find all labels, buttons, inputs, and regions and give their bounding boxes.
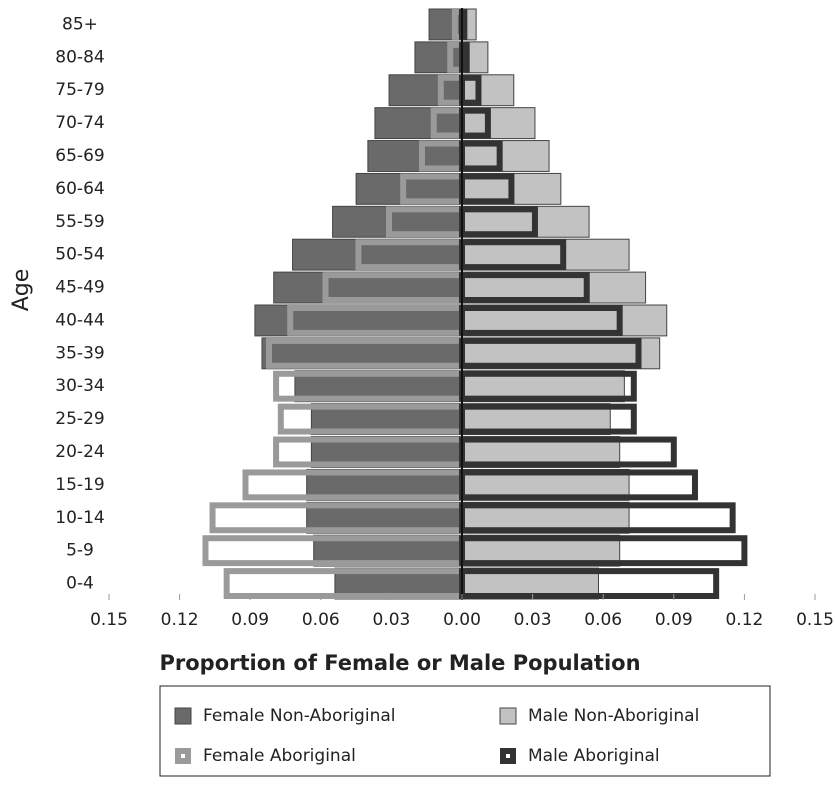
y-tick-label: 80-84 bbox=[55, 47, 104, 67]
legend-box bbox=[159, 685, 771, 777]
x-tick-label: 0.15 bbox=[796, 610, 834, 630]
x-tick-label: 0.09 bbox=[231, 610, 269, 630]
x-tick-label: 0.06 bbox=[302, 610, 340, 630]
legend-label: Male Non-Aboriginal bbox=[528, 706, 699, 726]
x-tick-label: 0.03 bbox=[514, 610, 552, 630]
y-tick-label: 10-14 bbox=[55, 508, 104, 528]
y-tick-label: 65-69 bbox=[55, 146, 104, 166]
x-tick-label: 0.12 bbox=[161, 610, 199, 630]
y-tick-label: 55-59 bbox=[55, 212, 104, 232]
legend-swatch bbox=[174, 707, 192, 725]
y-tick-label: 45-49 bbox=[55, 278, 104, 298]
y-tick-label: 0-4 bbox=[66, 574, 94, 594]
y-axis-label: Age bbox=[9, 269, 34, 312]
y-tick-label: 40-44 bbox=[55, 310, 104, 330]
x-tick-label: 0.06 bbox=[584, 610, 622, 630]
legend-label: Male Aboriginal bbox=[528, 746, 660, 766]
y-tick-label: 20-24 bbox=[55, 442, 104, 462]
y-tick-label: 35-39 bbox=[55, 343, 104, 363]
legend-label: Female Non-Aboriginal bbox=[203, 706, 396, 726]
y-tick-label: 15-19 bbox=[55, 475, 104, 495]
y-tick-label: 25-29 bbox=[55, 409, 104, 429]
y-tick-label: 75-79 bbox=[55, 80, 104, 100]
y-tick-label: 60-64 bbox=[55, 179, 104, 199]
x-tick-label: 0.03 bbox=[372, 610, 410, 630]
y-tick-label: 70-74 bbox=[55, 113, 104, 133]
x-tick-label: 0.15 bbox=[90, 610, 128, 630]
legend-swatch bbox=[500, 748, 516, 764]
legend-label: Female Aboriginal bbox=[203, 746, 356, 766]
y-tick-label: 30-34 bbox=[55, 376, 104, 396]
x-axis-label: Proportion of Female or Male Population bbox=[159, 651, 640, 675]
legend-swatch bbox=[175, 748, 191, 764]
x-tick-label: 0.09 bbox=[655, 610, 693, 630]
y-tick-label: 50-54 bbox=[55, 245, 104, 265]
legend-swatch bbox=[499, 707, 517, 725]
y-tick-label: 85+ bbox=[62, 14, 98, 34]
x-tick-label: 0.00 bbox=[443, 610, 481, 630]
x-tick-label: 0.12 bbox=[725, 610, 763, 630]
y-tick-label: 5-9 bbox=[66, 541, 94, 561]
